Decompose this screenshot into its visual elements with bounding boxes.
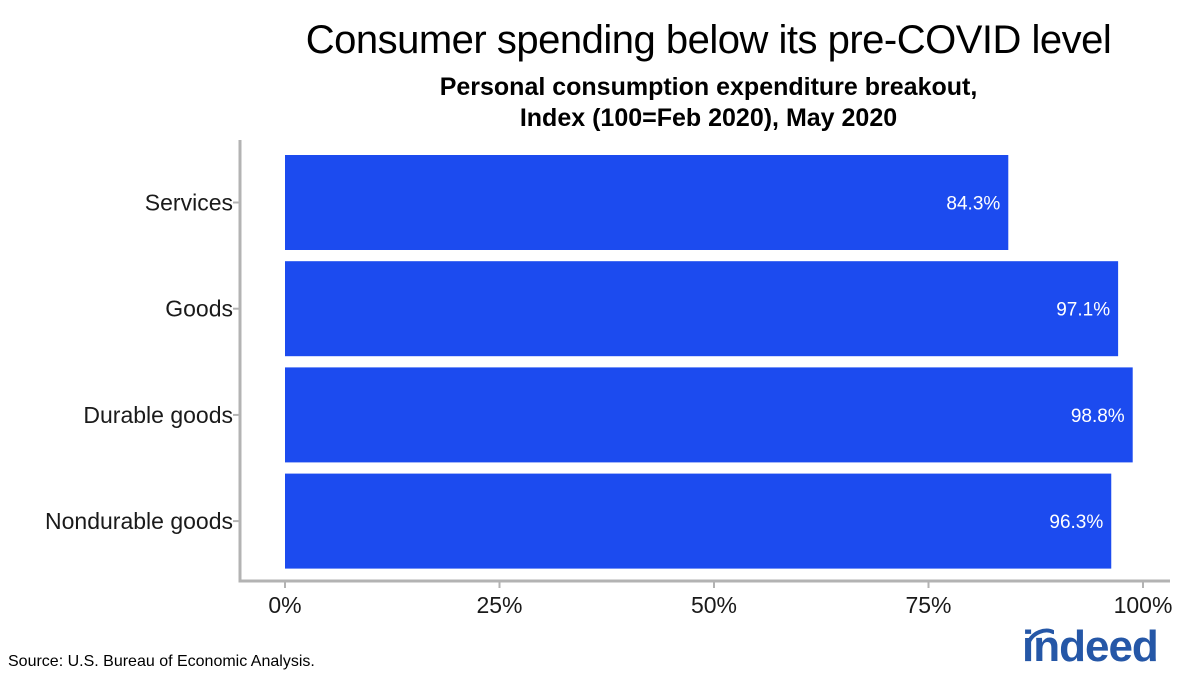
x-tick-label: 75%	[905, 592, 951, 618]
category-label: Durable goods	[83, 402, 233, 428]
category-label: Services	[145, 190, 233, 216]
bar-goods	[285, 261, 1119, 357]
x-tick-label: 0%	[268, 592, 301, 618]
logo-arc-icon	[1026, 628, 1054, 646]
bar-durable-goods	[285, 367, 1133, 463]
chart-subtitle: Personal consumption expenditure breakou…	[0, 72, 1200, 134]
chart-title: Consumer spending below its pre-COVID le…	[305, 18, 1112, 62]
bar-services	[285, 155, 1009, 250]
indeed-logo: indeed	[1018, 622, 1182, 680]
source-note: Source: U.S. Bureau of Economic Analysis…	[8, 653, 315, 670]
chart-subtitle-line-1: Personal consumption expenditure breakou…	[439, 73, 978, 101]
value-label: 97.1%	[1056, 300, 1110, 321]
category-label: Nondurable goods	[45, 508, 233, 534]
chart-subtitle-line-2: Index (100=Feb 2020), May 2020	[519, 104, 898, 132]
x-tick-label: 25%	[476, 592, 522, 618]
value-label: 96.3%	[1049, 512, 1103, 533]
x-tick-label: 50%	[691, 592, 737, 618]
x-tick-label: 100%	[1114, 592, 1173, 618]
value-label: 98.8%	[1071, 406, 1125, 427]
logo-wordmark: indeed	[1022, 622, 1159, 671]
bar-nondurable-goods	[285, 473, 1112, 569]
category-label: Goods	[165, 296, 233, 322]
value-label: 84.3%	[946, 194, 1000, 215]
